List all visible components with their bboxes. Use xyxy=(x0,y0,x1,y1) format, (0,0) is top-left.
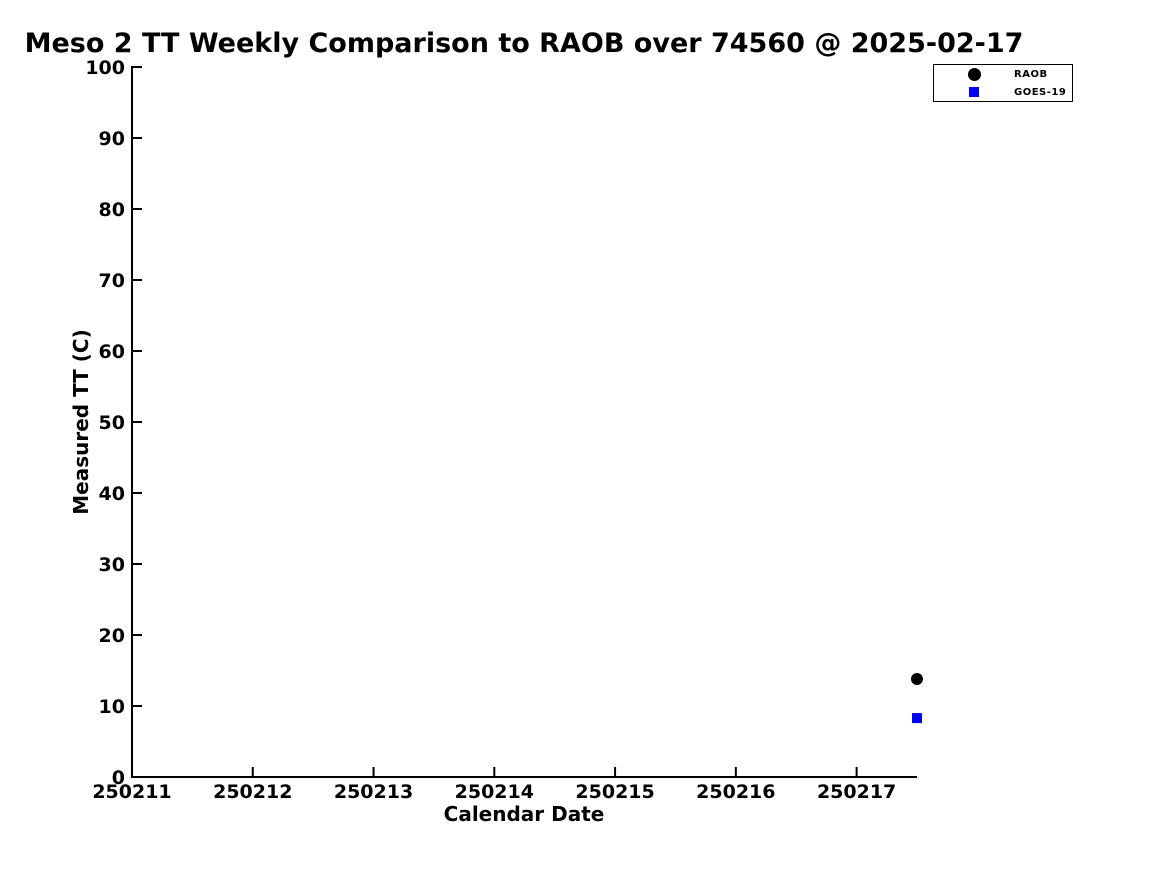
y-tick-label: 0 xyxy=(112,767,125,789)
x-tick-label: 250215 xyxy=(575,781,654,803)
x-tick-label: 250213 xyxy=(334,781,413,803)
y-tick-label: 40 xyxy=(99,483,125,505)
x-axis-label: Calendar Date xyxy=(443,802,605,826)
y-tick-label: 30 xyxy=(99,554,125,576)
data-point-goes-19 xyxy=(912,713,922,724)
y-tick-label: 50 xyxy=(99,412,125,434)
legend: RAOB GOES-19 xyxy=(933,64,1073,102)
y-tick-label: 20 xyxy=(99,625,125,647)
y-tick-label: 70 xyxy=(99,270,125,292)
legend-item-goes19: GOES-19 xyxy=(934,84,1072,100)
legend-label-goes19: GOES-19 xyxy=(1014,86,1067,98)
x-tick-label: 250217 xyxy=(817,781,896,803)
x-tick-label: 250211 xyxy=(92,781,171,803)
data-point-raob xyxy=(911,673,923,686)
y-tick-label: 10 xyxy=(99,696,125,718)
legend-item-raob: RAOB xyxy=(934,66,1072,82)
chart-title: Meso 2 TT Weekly Comparison to RAOB over… xyxy=(24,28,1024,59)
raob-circle-marker-icon xyxy=(967,67,981,81)
goes19-square-marker-icon xyxy=(967,85,981,99)
x-tick-label: 250212 xyxy=(213,781,292,803)
x-tick-label: 250216 xyxy=(696,781,775,803)
y-tick-label: 100 xyxy=(85,57,125,79)
legend-label-raob: RAOB xyxy=(1014,68,1048,80)
x-tick-label: 250214 xyxy=(455,781,534,803)
y-tick-label: 60 xyxy=(99,341,125,363)
y-tick-label: 80 xyxy=(99,199,125,221)
y-tick-label: 90 xyxy=(99,128,125,150)
